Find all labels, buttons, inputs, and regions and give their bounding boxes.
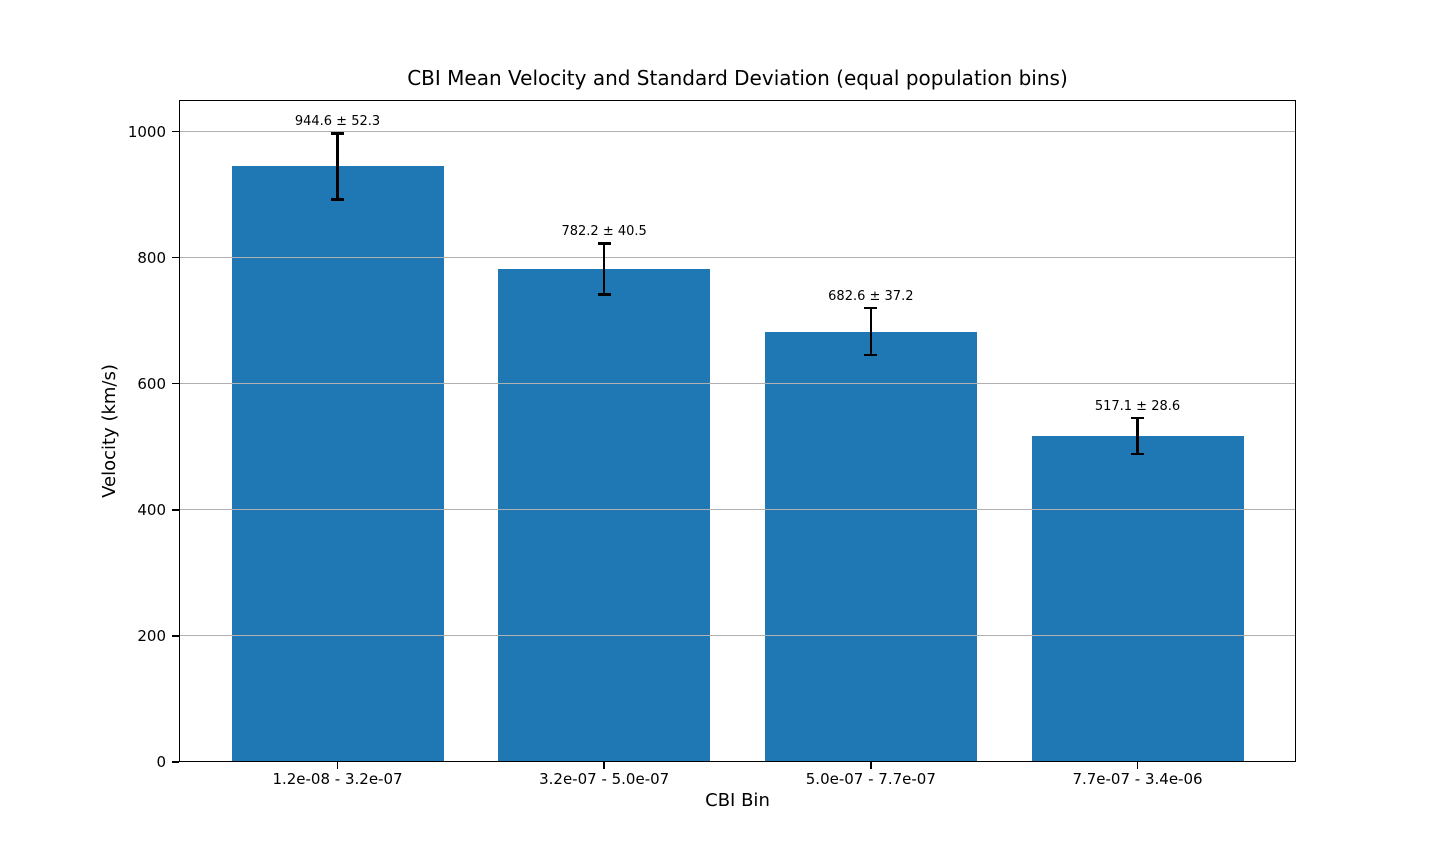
bar-value-label: 944.6 ± 52.3 [294, 114, 381, 130]
y-tick-mark [172, 256, 179, 259]
x-tick-mark [603, 762, 605, 769]
y-tick-mark [172, 130, 179, 133]
y-tick-mark [172, 635, 179, 637]
chart-title: CBI Mean Velocity and Standard Deviation… [407, 66, 1068, 90]
bar [1031, 435, 1244, 762]
x-tick-mark [1136, 762, 1139, 769]
y-tick-label: 800 [137, 248, 166, 267]
error-bar-cap-bottom [331, 198, 344, 201]
x-tick-mark [870, 762, 872, 769]
y-tick-mark [172, 509, 179, 511]
y-gridline [179, 130, 1296, 133]
error-bar-cap-bottom [597, 293, 611, 296]
error-bar-cap-top [864, 306, 878, 310]
bar [231, 166, 444, 762]
bar-value-label: 682.6 ± 37.2 [828, 289, 914, 305]
y-tick-label: 600 [137, 374, 166, 393]
x-tick-label: 1.2e-08 - 3.2e-07 [272, 770, 403, 788]
x-axis-label: CBI Bin [705, 790, 770, 811]
y-gridline [179, 257, 1296, 259]
error-bar-line [1136, 417, 1139, 454]
error-bar-cap-top [1131, 416, 1144, 420]
error-bar-cap-top [597, 242, 611, 245]
x-tick-label: 5.0e-07 - 7.7e-07 [805, 770, 936, 788]
y-gridline [179, 509, 1296, 511]
bar [764, 331, 977, 762]
bar-value-label: 517.1 ± 28.6 [1094, 398, 1181, 414]
y-tick-label: 0 [156, 753, 166, 771]
y-gridline [179, 635, 1296, 637]
x-tick-label: 3.2e-07 - 5.0e-07 [539, 770, 670, 788]
error-bar-cap-bottom [1131, 452, 1144, 456]
error-bar-cap-bottom [864, 353, 878, 357]
bar-value-label: 782.2 ± 40.5 [561, 224, 647, 240]
y-tick-label: 200 [137, 626, 166, 645]
error-bar-line [602, 243, 606, 295]
error-bar-cap-top [331, 132, 344, 135]
y-tick-mark [172, 382, 179, 385]
y-tick-mark [172, 761, 179, 763]
x-tick-mark [336, 762, 339, 769]
error-bar-line [869, 308, 873, 356]
y-tick-label: 1000 [127, 122, 166, 141]
y-gridline [179, 383, 1296, 385]
bar [498, 268, 711, 762]
y-tick-label: 400 [137, 500, 166, 519]
error-bar-line [336, 133, 339, 200]
x-tick-label: 7.7e-07 - 3.4e-06 [1072, 770, 1203, 788]
